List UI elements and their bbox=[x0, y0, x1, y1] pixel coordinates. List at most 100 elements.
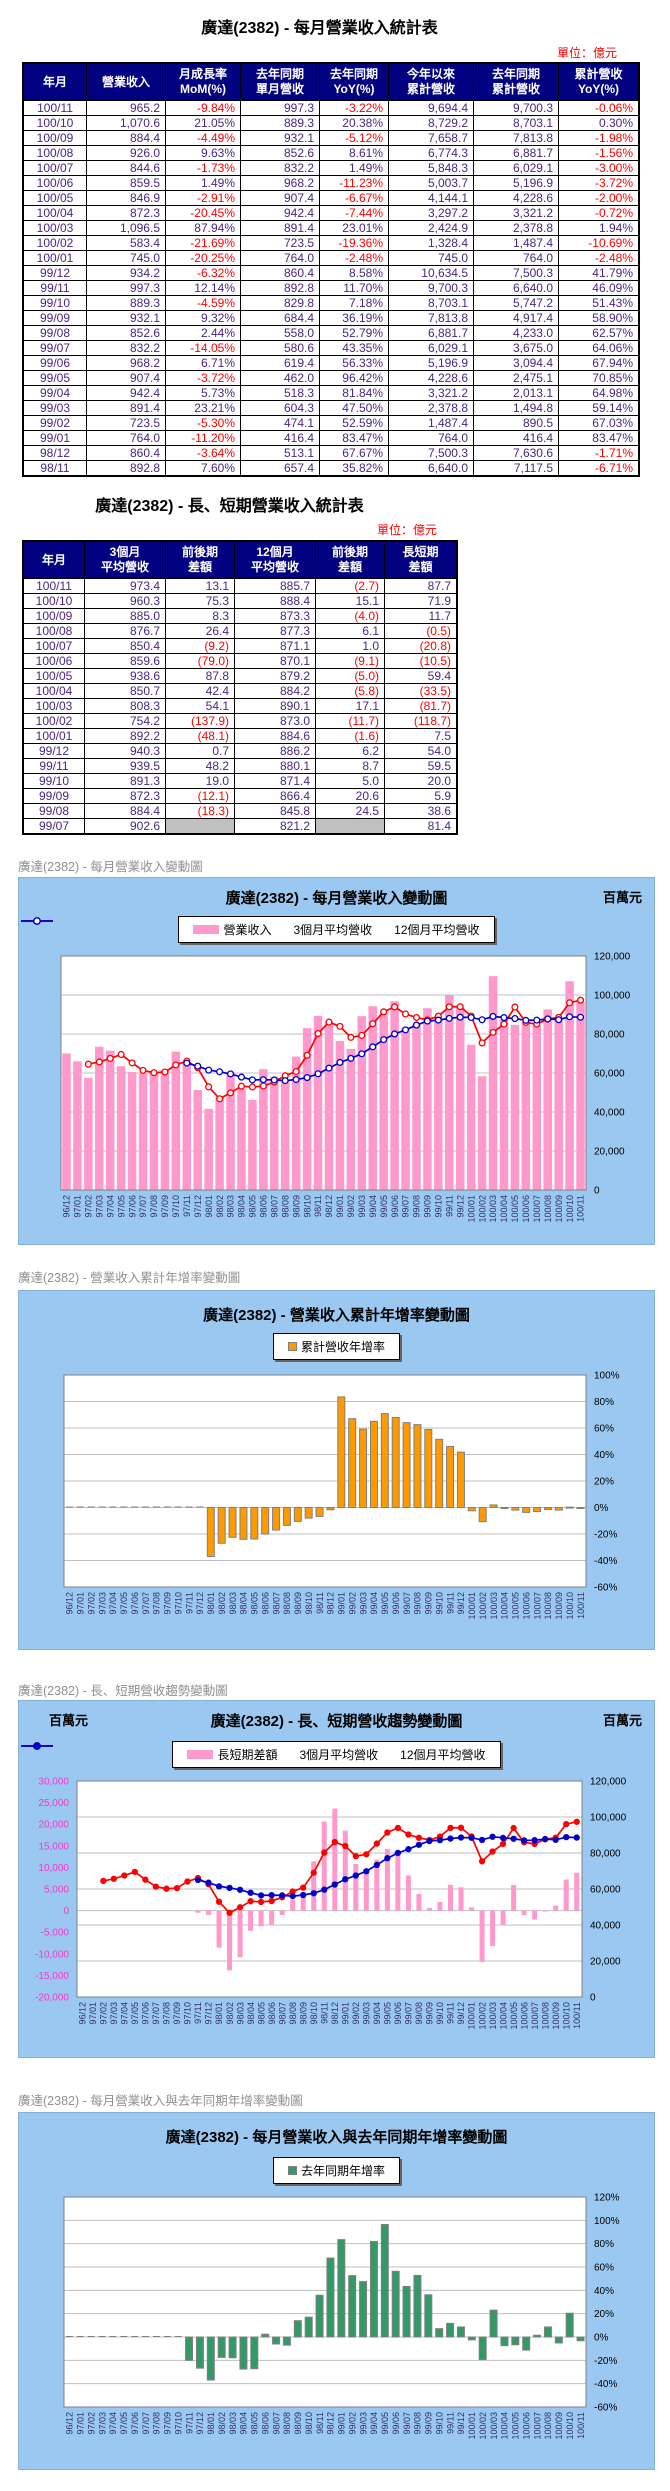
x-axis-label: 100/05 bbox=[511, 1592, 521, 1620]
cell-year-month: 100/05 bbox=[22, 668, 85, 684]
x-axis-label: 97/06 bbox=[130, 1592, 140, 1615]
line-marker bbox=[152, 1883, 160, 1890]
cell-value: 888.4 bbox=[234, 593, 316, 609]
x-axis-label: 99/06 bbox=[390, 1195, 400, 1218]
right-axis-labels: -60% -40% -20% 0% 20% 40% 60% 80% 100% 120% bbox=[594, 2193, 620, 2414]
line-marker bbox=[566, 1013, 574, 1021]
table-row: 99/07 902.6 821.2 81.4 bbox=[22, 818, 458, 835]
table-row: 98/11 892.8 7.60% 657.4 35.82% 6,640.0 7,117.5… bbox=[22, 460, 640, 477]
table1-unit-label: 單位：億元 bbox=[556, 46, 617, 60]
cell-value: 934.2 bbox=[86, 265, 166, 281]
data-bar bbox=[304, 1507, 313, 1519]
line-marker bbox=[281, 1077, 289, 1085]
cell-value: 21.05% bbox=[165, 115, 241, 131]
cell-value: 23.21% bbox=[165, 400, 241, 416]
legend-item: 累計營收年增率 bbox=[287, 1338, 385, 1355]
data-bar bbox=[434, 1016, 443, 1190]
cell-value: -20.25% bbox=[165, 250, 241, 266]
line-marker bbox=[511, 1003, 519, 1011]
cell-value: 938.6 bbox=[84, 668, 166, 684]
data-bar bbox=[522, 1507, 531, 1513]
data-bar bbox=[478, 1507, 487, 1523]
table-row: 100/07 844.6 -1.73% 832.2 1.49% 5,848.3 6,029.… bbox=[22, 160, 640, 176]
line-marker bbox=[391, 1030, 399, 1038]
cell-value: (81.7) bbox=[384, 698, 458, 714]
line-marker bbox=[373, 1861, 380, 1869]
table-row: 100/09 884.4 -4.49% 932.1 -5.12% 7,658.7 7,813… bbox=[22, 130, 640, 146]
data-bar bbox=[456, 2326, 465, 2338]
x-axis-label: 98/11 bbox=[315, 1592, 325, 1614]
data-bar bbox=[127, 1072, 137, 1190]
line-marker bbox=[142, 1876, 149, 1883]
data-bar bbox=[324, 1022, 334, 1190]
cell-value: 5,003.7 bbox=[388, 175, 474, 191]
cell-value: 3,094.4 bbox=[473, 355, 559, 371]
data-bar bbox=[62, 1053, 71, 1190]
cell-value: 1,487.4 bbox=[473, 235, 559, 251]
cell-value: 619.4 bbox=[240, 355, 320, 371]
cell-value: -9.84% bbox=[165, 100, 241, 116]
cell-value: 885.0 bbox=[84, 608, 166, 624]
cell-value: 6.2 bbox=[315, 743, 385, 759]
y-axis-label: 80% bbox=[594, 1397, 614, 1408]
data-bar bbox=[424, 2294, 433, 2338]
zero-tick bbox=[142, 2336, 150, 2337]
x-axis-label: 100/08 bbox=[543, 1195, 553, 1223]
line-marker bbox=[247, 1898, 254, 1905]
data-bar bbox=[402, 1422, 411, 1508]
trend-line bbox=[88, 999, 581, 1100]
line-marker bbox=[100, 1877, 107, 1885]
line-marker bbox=[248, 1083, 256, 1091]
cell-value: 890.5 bbox=[473, 415, 559, 431]
line-marker bbox=[128, 1059, 136, 1067]
cell-value: (137.9) bbox=[165, 713, 235, 729]
zero-tick bbox=[87, 2336, 95, 2337]
cell-value: 67.03% bbox=[558, 415, 640, 431]
x-axis-label: 98/04 bbox=[237, 1195, 247, 1218]
y-axis-label: 120% bbox=[594, 2193, 620, 2204]
cell-value: 518.3 bbox=[240, 385, 320, 401]
cell-value: 4,233.0 bbox=[473, 325, 559, 341]
cell-value: -2.48% bbox=[558, 250, 640, 266]
data-bar bbox=[326, 2257, 335, 2338]
cell-year-month: 100/09 bbox=[22, 130, 87, 146]
cell-year-month: 99/05 bbox=[22, 370, 87, 386]
x-axis-label: 97/04 bbox=[108, 1592, 118, 1615]
x-axis-label: 97/09 bbox=[163, 2412, 173, 2435]
x-axis-label: 100/06 bbox=[521, 1592, 531, 1620]
table-row: 100/03 808.3 54.1 890.1 17.1 (81.7) bbox=[22, 698, 458, 714]
y-axis-label-left: 0 bbox=[63, 1906, 69, 1917]
table-row: 100/04 872.3 -20.45% 942.4 -7.44% 3,297.2 3,32… bbox=[22, 205, 640, 221]
cell-value: 2,475.1 bbox=[473, 370, 559, 386]
chart2-legend: 累計營收年增率 bbox=[19, 1333, 654, 1360]
table-row: 99/04 942.4 5.73% 518.3 81.84% 3,321.2 2,013.1… bbox=[22, 385, 640, 401]
cell-value: (0.5) bbox=[384, 623, 458, 639]
cell-value: -2.91% bbox=[165, 190, 241, 206]
y-axis-label: -40% bbox=[594, 2379, 617, 2390]
gridlines bbox=[61, 994, 586, 1152]
cell-value: (4.0) bbox=[315, 608, 385, 624]
cell-year-month: 100/03 bbox=[22, 220, 87, 236]
cell-value: 876.7 bbox=[84, 623, 166, 639]
data-bar bbox=[348, 2275, 357, 2338]
cell-year-month: 99/04 bbox=[22, 385, 87, 401]
x-axis-label: 98/08 bbox=[282, 2412, 292, 2435]
data-bar bbox=[478, 2336, 487, 2361]
cell-year-month: 99/03 bbox=[22, 400, 87, 416]
x-axis-label: 100/11 bbox=[576, 1195, 586, 1222]
line-marker bbox=[500, 1014, 508, 1022]
cell-value: -1.73% bbox=[165, 160, 241, 176]
x-axis-label: 98/08 bbox=[282, 1592, 292, 1615]
cell-value: 11.7 bbox=[384, 608, 458, 624]
x-axis-label: 99/09 bbox=[424, 2412, 434, 2435]
cell-value: 416.4 bbox=[473, 430, 559, 446]
data-bar bbox=[379, 1013, 388, 1190]
cell-value: 64.98% bbox=[558, 385, 640, 401]
cell-year-month: 99/02 bbox=[22, 415, 87, 431]
x-axis-label: 98/09 bbox=[298, 2002, 308, 2025]
cell-value: -4.59% bbox=[165, 295, 241, 311]
line-marker bbox=[303, 1051, 311, 1059]
cell-value: 745.0 bbox=[86, 250, 166, 266]
data-bar bbox=[337, 2239, 346, 2338]
y-axis-label-left: 20,000 bbox=[38, 1820, 69, 1831]
